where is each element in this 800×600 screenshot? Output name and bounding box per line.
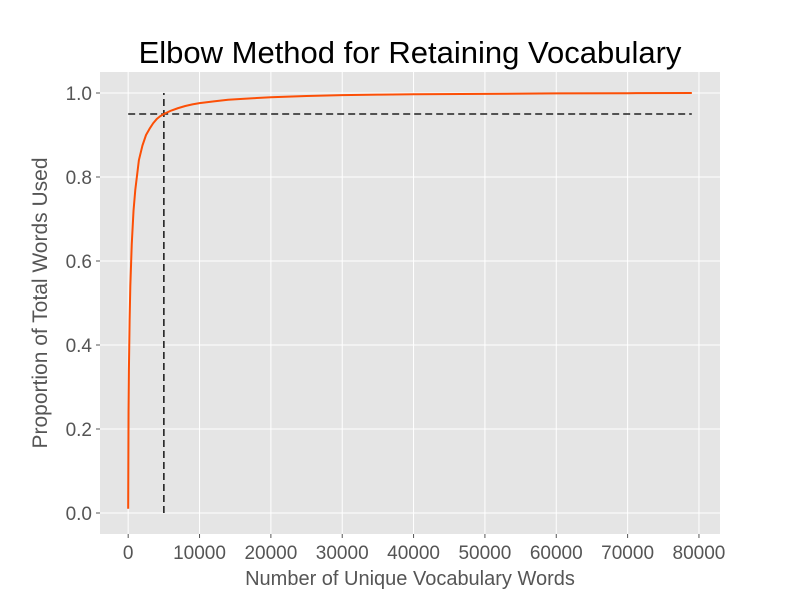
x-tick-label: 0 xyxy=(123,543,134,564)
y-tick-label: 0.6 xyxy=(66,252,92,273)
plot-area xyxy=(100,72,720,534)
y-axis-label: Proportion of Total Words Used xyxy=(29,157,52,448)
x-tick-label: 70000 xyxy=(601,543,654,564)
reference-lines xyxy=(128,93,692,513)
x-tick-label: 30000 xyxy=(316,543,369,564)
series-line xyxy=(127,92,692,509)
y-tick-label: 1.0 xyxy=(66,84,92,105)
y-tick-label: 0.4 xyxy=(66,336,93,357)
x-tick-label: 50000 xyxy=(458,543,511,564)
y-tick-label: 0.0 xyxy=(66,504,92,525)
x-tick-label: 80000 xyxy=(673,543,726,564)
y-tick-label: 0.8 xyxy=(66,168,92,189)
y-tick-label: 0.2 xyxy=(66,420,92,441)
x-tick-label: 10000 xyxy=(173,543,226,564)
chart-title: Elbow Method for Retaining Vocabulary xyxy=(139,35,682,70)
tick-labels: 0 10000 20000 30000 40000 50000 60000 70000 8000… xyxy=(66,84,726,564)
x-axis-label: Number of Unique Vocabulary Words xyxy=(245,568,575,590)
x-tick-label: 20000 xyxy=(244,543,297,564)
x-tick-label: 60000 xyxy=(530,543,583,564)
grid xyxy=(100,72,720,534)
series-layer xyxy=(127,92,692,509)
x-tick-label: 40000 xyxy=(387,543,440,564)
